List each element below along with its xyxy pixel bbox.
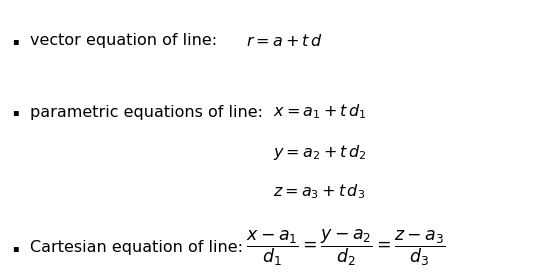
Text: vector equation of line:: vector equation of line: — [30, 33, 222, 48]
Text: Cartesian equation of line:: Cartesian equation of line: — [30, 240, 248, 255]
Text: ▪: ▪ — [12, 243, 18, 253]
Text: $r=a+t\,d$: $r=a+t\,d$ — [246, 32, 322, 49]
Text: $\dfrac{x-a_{1}}{d_{1}}=\dfrac{y-a_{2}}{d_{2}}=\dfrac{z-a_{3}}{d_{3}}$: $\dfrac{x-a_{1}}{d_{1}}=\dfrac{y-a_{2}}{… — [246, 228, 446, 268]
Text: $x=a_{1}+t\,d_{1}$: $x=a_{1}+t\,d_{1}$ — [273, 103, 366, 121]
Text: $z=a_{3}+t\,d_{3}$: $z=a_{3}+t\,d_{3}$ — [273, 183, 365, 201]
Text: $y=a_{2}+t\,d_{2}$: $y=a_{2}+t\,d_{2}$ — [273, 143, 366, 162]
Text: ▪: ▪ — [12, 107, 18, 117]
Text: ▪: ▪ — [12, 36, 18, 46]
Text: parametric equations of line:: parametric equations of line: — [30, 104, 268, 120]
